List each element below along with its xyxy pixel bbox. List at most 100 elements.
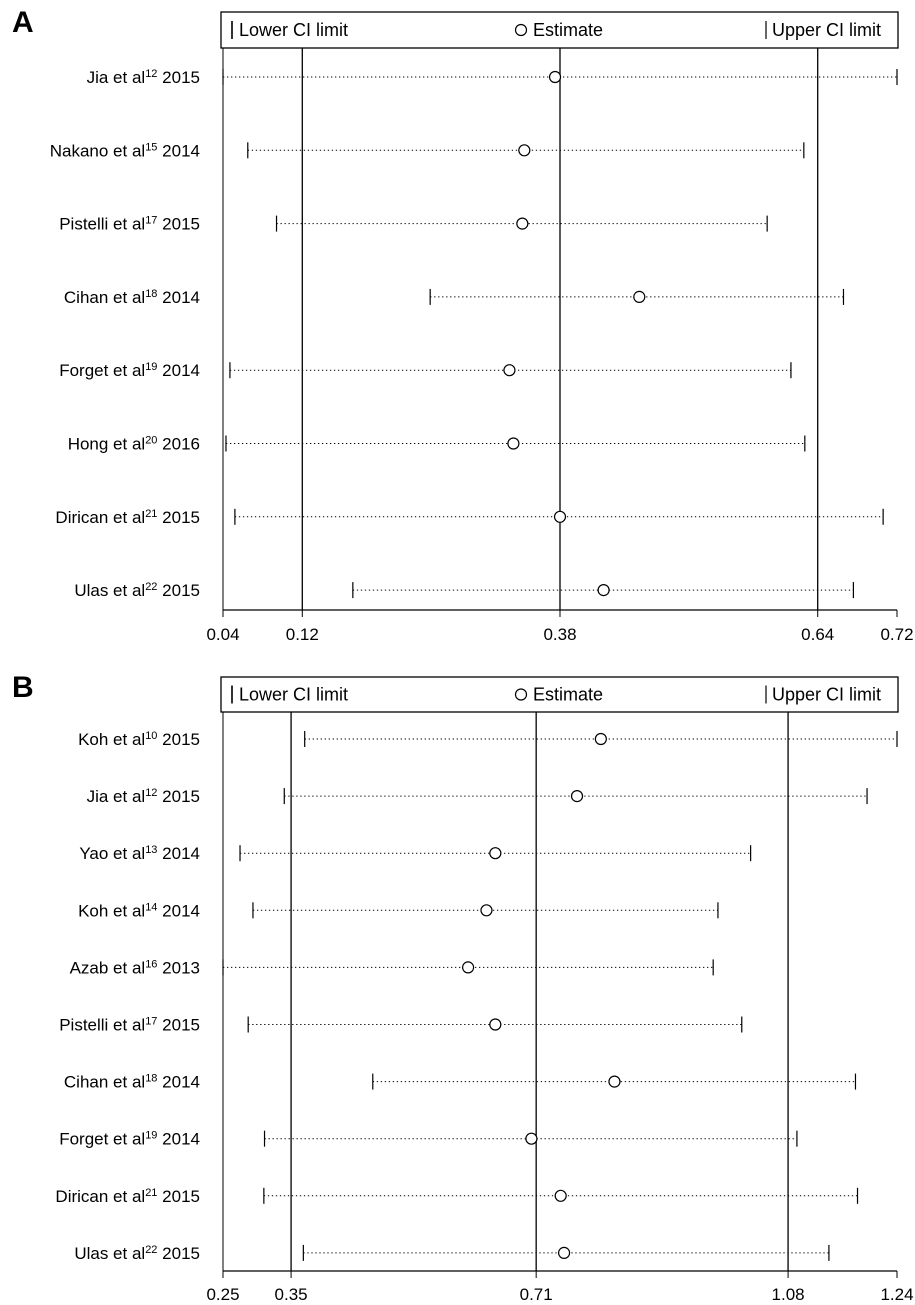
study-year: 2015 [162, 215, 200, 234]
study-label: Forget et al19 2014 [59, 361, 200, 380]
estimate-point [489, 847, 502, 860]
panel-letter: A [12, 6, 34, 39]
study-reference: 17 [145, 1016, 157, 1028]
legend-upper-label: Upper CI limit [772, 685, 881, 705]
study-row: Yao et al13 2014 [79, 844, 752, 863]
legend-estimate-label: Estimate [533, 20, 603, 40]
study-row: Forget et al19 2014 [59, 361, 792, 380]
study-year: 2013 [162, 958, 200, 977]
study-row: Koh et al14 2014 [78, 901, 719, 920]
study-label: Ulas et al22 2015 [74, 581, 200, 600]
study-year: 2015 [162, 787, 200, 806]
estimate-point [594, 732, 607, 746]
study-row: Cihan et al18 2014 [64, 1073, 857, 1092]
estimate-point [525, 1132, 538, 1145]
legend-upper-label: Upper CI limit [772, 20, 881, 40]
x-tick-label: 0.12 [286, 625, 319, 644]
study-row: Dirican et al21 2015 [55, 1187, 859, 1206]
x-tick-label: 0.72 [880, 625, 913, 644]
study-row: Ulas et al22 2015 [74, 581, 854, 600]
estimate-point [557, 1246, 571, 1260]
study-year: 2015 [162, 1016, 200, 1035]
panel-b: B Lower CI limit Estimate Upper CI limit 0.2… [12, 671, 914, 1304]
study-author: Pistelli et al [59, 215, 145, 234]
x-tick-label: 1.24 [880, 1285, 913, 1304]
study-year: 2014 [162, 288, 200, 307]
study-label: Dirican et al21 2015 [55, 508, 200, 527]
study-row: Ulas et al22 2015 [74, 1244, 830, 1263]
study-reference: 18 [145, 1073, 157, 1085]
estimate-point [554, 1189, 567, 1202]
study-year: 2015 [162, 68, 200, 87]
x-tick-label: 1.08 [772, 1285, 805, 1304]
study-year: 2015 [162, 508, 200, 527]
panel-letter: B [12, 671, 34, 704]
study-reference: 16 [145, 958, 157, 970]
study-label: Azab et al16 2013 [70, 958, 200, 977]
study-year: 2014 [162, 1130, 200, 1149]
study-label: Koh et al10 2015 [78, 730, 200, 749]
study-label: Jia et al12 2015 [87, 68, 200, 87]
study-author: Jia et al [87, 68, 146, 87]
study-row: Cihan et al18 2014 [64, 288, 845, 307]
study-row: Pistelli et al17 2015 [59, 1016, 743, 1035]
study-author: Ulas et al [74, 1244, 145, 1263]
legend-estimate-marker [514, 688, 528, 701]
study-label: Forget et al19 2014 [59, 1130, 200, 1149]
study-reference: 19 [145, 1130, 157, 1142]
study-author: Pistelli et al [59, 1016, 145, 1035]
estimate-point [480, 904, 493, 917]
study-reference: 22 [145, 1244, 157, 1256]
study-row: Nakano et al15 2014 [50, 141, 805, 160]
study-year: 2014 [162, 361, 200, 380]
study-author: Dirican et al [55, 1187, 145, 1206]
estimate-point [608, 1075, 621, 1088]
study-reference: 21 [145, 1187, 157, 1199]
study-label: Nakano et al15 2014 [50, 141, 200, 160]
study-reference: 19 [145, 361, 157, 373]
study-reference: 12 [145, 68, 157, 80]
study-row: Hong et al20 2016 [68, 435, 806, 454]
estimate-point [507, 437, 520, 450]
legend-estimate-label: Estimate [533, 685, 603, 705]
study-row: Jia et al12 2015 [87, 68, 898, 87]
study-reference: 12 [145, 787, 157, 799]
study-label: Pistelli et al17 2015 [59, 215, 200, 234]
study-author: Forget et al [59, 361, 145, 380]
study-reference: 18 [145, 288, 157, 300]
study-author: Koh et al [78, 730, 145, 749]
study-label: Ulas et al22 2015 [74, 1244, 200, 1263]
study-row: Koh et al10 2015 [78, 730, 898, 749]
study-year: 2014 [162, 844, 200, 863]
study-label: Dirican et al21 2015 [55, 1187, 200, 1206]
study-year: 2014 [162, 1073, 200, 1092]
x-tick-label: 0.71 [520, 1285, 553, 1304]
study-reference: 22 [145, 581, 157, 593]
study-reference: 13 [145, 844, 157, 856]
estimate-point [518, 144, 531, 157]
study-label: Cihan et al18 2014 [64, 288, 200, 307]
study-row: Forget et al19 2014 [59, 1130, 798, 1149]
panel-a: A Lower CI limit Estimate Upper CI limit 0.0… [12, 6, 914, 644]
study-author: Nakano et al [50, 141, 145, 160]
study-year: 2015 [162, 1244, 200, 1263]
estimate-point [570, 789, 584, 803]
study-reference: 17 [145, 215, 157, 227]
study-row: Azab et al16 2013 [70, 958, 714, 977]
study-reference: 10 [145, 730, 157, 742]
study-reference: 14 [145, 901, 157, 913]
x-tick-label: 0.38 [543, 625, 576, 644]
study-year: 2014 [162, 141, 200, 160]
study-author: Yao et al [79, 844, 145, 863]
estimate-point [597, 583, 610, 597]
study-year: 2014 [162, 901, 200, 920]
estimate-point [553, 510, 567, 523]
study-label: Yao et al13 2014 [79, 844, 200, 863]
study-author: Dirican et al [55, 508, 145, 527]
study-label: Koh et al14 2014 [78, 901, 200, 920]
study-reference: 20 [145, 435, 157, 447]
study-author: Cihan et al [64, 1073, 145, 1092]
study-label: Cihan et al18 2014 [64, 1073, 200, 1092]
study-year: 2016 [162, 435, 200, 454]
estimate-point [633, 290, 646, 303]
